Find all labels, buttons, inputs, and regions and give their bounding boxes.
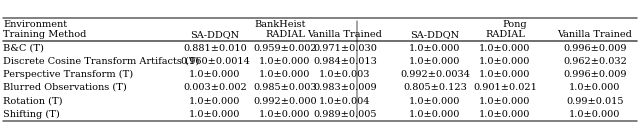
Text: 1.0±0.000: 1.0±0.000 (410, 110, 461, 119)
Text: 1.0±0.000: 1.0±0.000 (570, 83, 621, 92)
Text: 0.989±0.005: 0.989±0.005 (313, 110, 377, 119)
Text: SA-DDQN: SA-DDQN (191, 30, 239, 39)
Text: BankHeist: BankHeist (254, 20, 306, 29)
Text: 0.983±0.009: 0.983±0.009 (313, 83, 377, 92)
Text: 1.0±0.000: 1.0±0.000 (189, 110, 241, 119)
Text: 0.901±0.021: 0.901±0.021 (473, 83, 537, 92)
Text: 1.0±0.000: 1.0±0.000 (259, 110, 310, 119)
Text: 0.992±0.0034: 0.992±0.0034 (400, 70, 470, 79)
Text: 0.996±0.009: 0.996±0.009 (563, 44, 627, 53)
Text: Rotation (Τ): Rotation (Τ) (3, 97, 63, 106)
Text: Vanilla Trained: Vanilla Trained (557, 30, 632, 39)
Text: 0.971±0.030: 0.971±0.030 (313, 44, 377, 53)
Text: RADIAL: RADIAL (265, 30, 305, 39)
Text: SA-DDQN: SA-DDQN (410, 30, 460, 39)
Text: 1.0±0.000: 1.0±0.000 (189, 97, 241, 106)
Text: 1.0±0.000: 1.0±0.000 (410, 97, 461, 106)
Text: 0.992±0.000: 0.992±0.000 (253, 97, 317, 106)
Text: 1.0±0.004: 1.0±0.004 (319, 97, 371, 106)
Text: Vanilla Trained: Vanilla Trained (308, 30, 383, 39)
Text: Pong: Pong (502, 20, 527, 29)
Text: 1.0±0.000: 1.0±0.000 (570, 110, 621, 119)
Text: B&C (Τ): B&C (Τ) (3, 44, 44, 53)
Text: Shifting (Τ): Shifting (Τ) (3, 110, 60, 119)
Text: 0.959±0.002: 0.959±0.002 (253, 44, 317, 53)
Text: 1.0±0.000: 1.0±0.000 (479, 110, 531, 119)
Text: Training Method: Training Method (3, 30, 86, 39)
Text: Perspective Transform (Τ): Perspective Transform (Τ) (3, 70, 133, 79)
Text: 0.996±0.009: 0.996±0.009 (563, 70, 627, 79)
Text: 0.985±0.003: 0.985±0.003 (253, 83, 317, 92)
Text: 0.881±0.010: 0.881±0.010 (183, 44, 247, 53)
Text: RADIAL: RADIAL (485, 30, 525, 39)
Text: 0.805±0.123: 0.805±0.123 (403, 83, 467, 92)
Text: 1.0±0.000: 1.0±0.000 (259, 57, 310, 66)
Text: 0.962±0.032: 0.962±0.032 (563, 57, 627, 66)
Text: 1.0±0.000: 1.0±0.000 (410, 44, 461, 53)
Text: 0.003±0.002: 0.003±0.002 (183, 83, 247, 92)
Text: Blurred Observations (Τ): Blurred Observations (Τ) (3, 83, 127, 92)
Text: 1.0±0.000: 1.0±0.000 (410, 57, 461, 66)
Text: 1.0±0.000: 1.0±0.000 (189, 70, 241, 79)
Text: 1.0±0.000: 1.0±0.000 (479, 57, 531, 66)
Text: 1.0±0.000: 1.0±0.000 (259, 70, 310, 79)
Text: 0.984±0.013: 0.984±0.013 (313, 57, 377, 66)
Text: 1.0±0.000: 1.0±0.000 (479, 97, 531, 106)
Text: 1.0±0.000: 1.0±0.000 (479, 44, 531, 53)
Text: 1.0±0.000: 1.0±0.000 (479, 70, 531, 79)
Text: Discrete Cosine Transform Artifacts (Τ): Discrete Cosine Transform Artifacts (Τ) (3, 57, 200, 66)
Text: 1.0±0.003: 1.0±0.003 (319, 70, 371, 79)
Text: 0.99±0.015: 0.99±0.015 (566, 97, 624, 106)
Text: 0.960±0.0014: 0.960±0.0014 (180, 57, 250, 66)
Text: Environment: Environment (3, 20, 67, 29)
